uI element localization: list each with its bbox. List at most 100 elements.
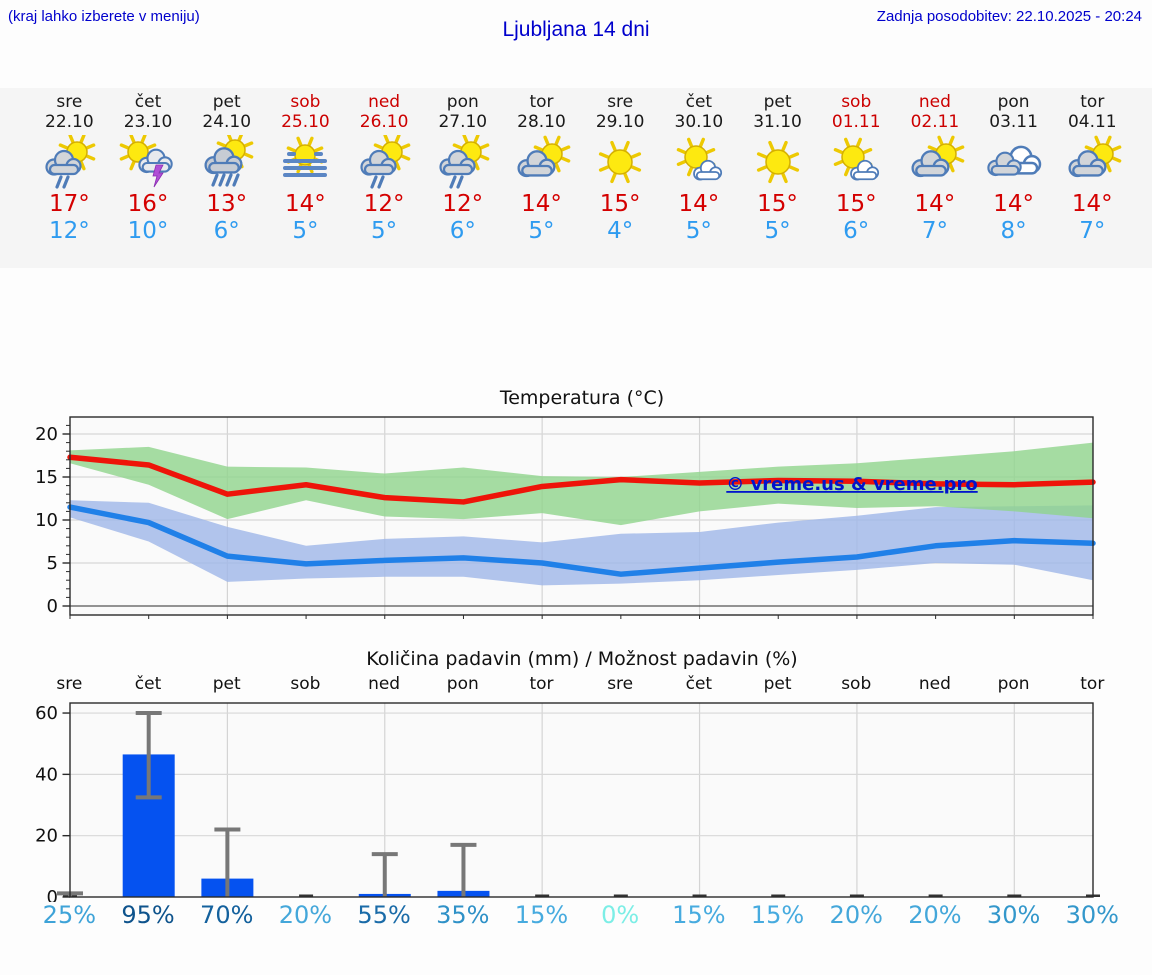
day-column[interactable]: tor 04.11 14° 7° <box>1053 88 1132 245</box>
precip-ytick-label: 40 <box>35 764 58 785</box>
precip-xtick-label: tor <box>1080 674 1105 694</box>
day-column[interactable]: čet 23.10 16° 10° <box>109 88 188 245</box>
day-column[interactable]: sob 01.11 15° 6° <box>817 88 896 245</box>
precip-probability-label: 20% <box>278 901 333 929</box>
day-column[interactable]: sob 25.10 14° 5° <box>266 88 345 245</box>
day-max-temperature: 14° <box>1071 191 1113 217</box>
precip-probability-label: 20% <box>829 901 883 929</box>
day-date: 04.11 <box>1067 112 1117 132</box>
day-date: 02.11 <box>910 112 960 132</box>
day-name: tor <box>529 92 554 112</box>
temp-ytick-label: 5 <box>47 553 58 574</box>
precip-probability-label: 30% <box>1065 901 1119 929</box>
sun-cloud-heavy-rain-icon <box>197 131 257 189</box>
forecast-day-strip: sre 22.10 17° 12° čet 23.10 16° 10° pet … <box>0 88 1152 268</box>
day-column[interactable]: pet 24.10 13° 6° <box>187 88 266 245</box>
day-max-temperature: 14° <box>285 191 326 217</box>
day-date: 25.10 <box>281 112 330 132</box>
page-title: Ljubljana 14 dni <box>502 18 650 41</box>
sun-small-cloud-icon <box>826 135 886 189</box>
sun-icon <box>590 135 650 189</box>
day-min-temperature: 6° <box>843 218 870 244</box>
day-name: pet <box>763 92 792 112</box>
last-update-label: Zadnja posodobitev: 22.10.2025 - 20:24 <box>876 8 1142 25</box>
precip-xtick-label: pon <box>997 674 1030 694</box>
day-min-temperature: 7° <box>921 218 948 244</box>
day-date: 03.11 <box>989 112 1038 132</box>
day-max-temperature: 16° <box>127 191 169 217</box>
day-min-temperature: 5° <box>371 218 398 244</box>
sun-small-cloud-icon <box>669 135 729 189</box>
day-max-temperature: 12° <box>442 191 484 217</box>
day-date: 23.10 <box>123 112 173 132</box>
sun-cloud-light-rain-icon <box>433 133 493 189</box>
day-column[interactable]: tor 28.10 14° 5° <box>502 88 581 245</box>
day-date: 28.10 <box>517 112 566 132</box>
location-menu-hint: (kraj lahko izberete v meniju) <box>8 8 200 25</box>
precip-probability-label: 55% <box>357 901 411 929</box>
day-name: čet <box>685 92 713 112</box>
cloud-sun-icon <box>1062 135 1122 189</box>
day-column[interactable]: ned 02.11 14° 7° <box>896 88 975 245</box>
precip-xtick-label: pon <box>446 674 479 694</box>
precip-ytick-label: 60 <box>35 703 58 724</box>
day-name: pon <box>446 92 479 112</box>
day-max-temperature: 14° <box>521 191 562 217</box>
precip-probability-label: 35% <box>436 901 490 929</box>
precip-xtick-label: pet <box>212 674 241 694</box>
precip-bar-trace <box>299 894 314 897</box>
day-date: 22.10 <box>45 112 94 132</box>
day-max-temperature: 14° <box>993 191 1034 217</box>
precip-ytick-label: 0 <box>47 887 58 902</box>
precip-ytick-label: 20 <box>35 826 58 847</box>
temperature-chart-title: Temperatura (°C) <box>499 387 665 409</box>
day-column[interactable]: pet 31.10 15° 5° <box>738 88 817 245</box>
day-date: 27.10 <box>438 112 488 132</box>
temperature-chart: 0 5 10 15 20 © vreme.us & vreme.pro <box>35 416 1096 619</box>
day-date: 24.10 <box>202 112 252 132</box>
day-column[interactable]: pon 03.11 14° 8° <box>974 88 1053 245</box>
precip-bar-trace <box>849 894 864 897</box>
day-max-temperature: 14° <box>914 191 956 217</box>
day-column[interactable]: sre 22.10 17° 12° <box>30 88 109 245</box>
day-column[interactable]: pon 27.10 12° 6° <box>423 88 502 245</box>
precip-bar-trace <box>613 894 628 897</box>
precip-probability-label: 20% <box>908 901 962 929</box>
day-name: pon <box>997 92 1030 112</box>
day-max-temperature: 12° <box>363 191 405 217</box>
precip-probability-label: 25% <box>42 901 97 929</box>
precip-plot-area <box>70 703 1093 897</box>
day-name: sob <box>841 92 872 112</box>
temp-ytick-label: 0 <box>47 596 58 617</box>
precip-bar-trace <box>535 894 550 897</box>
precipitation-probability-row: 25% 95% 70% 20% 55% 35% 15% 0% 15% 15% 20% 20% 30% 30… <box>30 901 1132 929</box>
precip-xtick-label: pet <box>763 674 792 694</box>
day-name: sre <box>56 92 83 112</box>
precip-probability-label: 15% <box>750 901 805 929</box>
day-min-temperature: 5° <box>292 218 319 244</box>
precip-xtick-label: sre <box>56 674 83 694</box>
day-date: 26.10 <box>359 112 409 132</box>
day-column[interactable]: čet 30.10 14° 5° <box>660 88 739 245</box>
watermark-link[interactable]: © vreme.us & vreme.pro <box>726 474 977 495</box>
precip-xtick-label: tor <box>529 674 554 694</box>
day-date: 01.11 <box>831 112 881 132</box>
precip-probability-label: 0% <box>601 901 640 929</box>
precip-bar-trace <box>928 894 943 897</box>
day-date: 29.10 <box>595 112 645 132</box>
precip-xtick-label: sob <box>841 674 872 694</box>
day-max-temperature: 17° <box>48 191 90 217</box>
precip-probability-label: 15% <box>514 901 569 929</box>
sun-cloud-light-rain-icon <box>39 133 99 189</box>
day-min-temperature: 8° <box>1000 218 1027 244</box>
day-max-temperature: 13° <box>206 191 248 217</box>
day-name: čet <box>134 92 162 112</box>
day-column[interactable]: ned 26.10 12° 5° <box>345 88 424 245</box>
precip-xtick-label: ned <box>368 674 401 694</box>
day-column[interactable]: sre 29.10 15° 4° <box>581 88 660 245</box>
precipitation-chart: 0 20 40 60 <box>35 702 1100 902</box>
clouds-icon <box>984 135 1044 189</box>
cloud-sun-icon <box>905 135 965 189</box>
day-max-temperature: 14° <box>678 191 720 217</box>
day-min-temperature: 4° <box>607 218 634 244</box>
